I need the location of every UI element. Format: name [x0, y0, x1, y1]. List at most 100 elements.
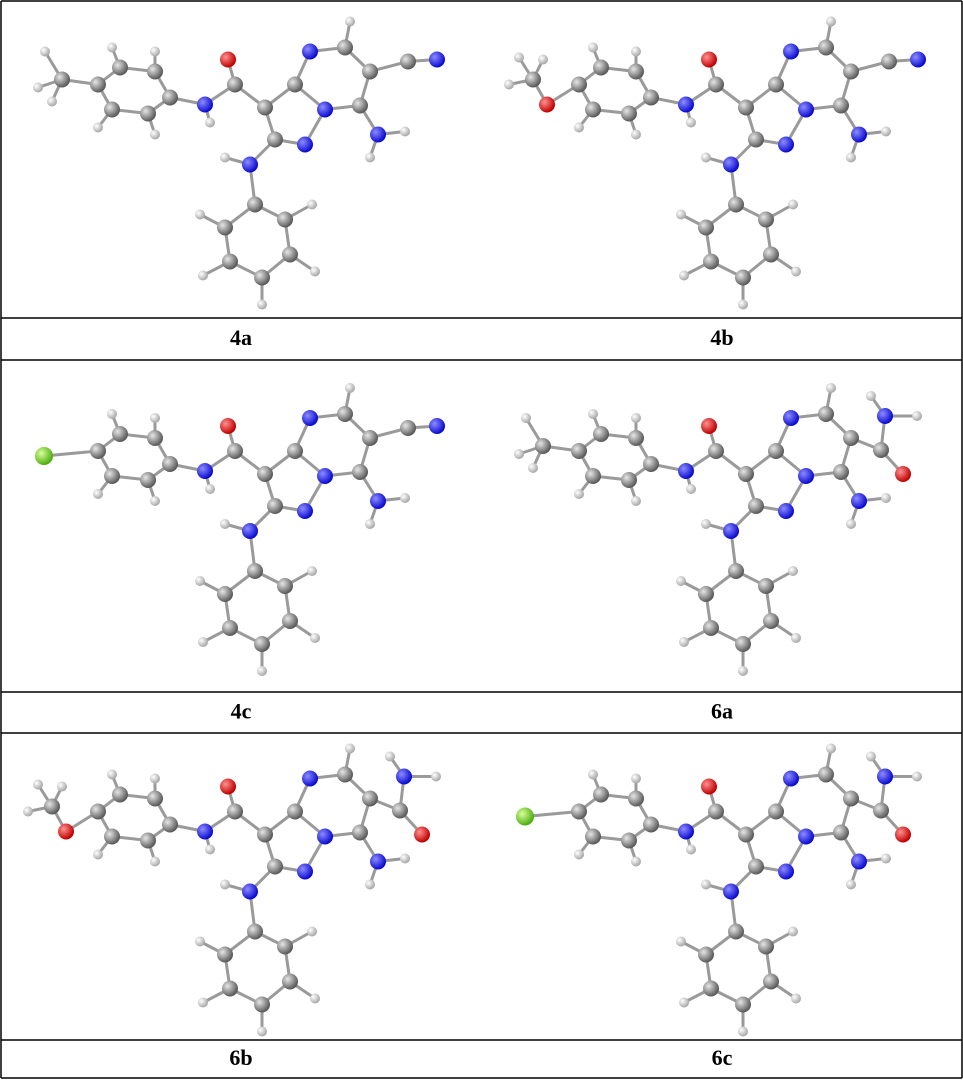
atom: [370, 853, 386, 870]
atom: [833, 824, 849, 841]
atom: [686, 484, 696, 494]
atom: [392, 802, 408, 819]
atom: [574, 489, 584, 499]
molecule: [35, 383, 445, 676]
atom: [678, 823, 694, 840]
atom: [345, 743, 355, 754]
atom: [778, 503, 794, 519]
atom: [723, 883, 739, 900]
atom: [150, 773, 160, 784]
atom: [873, 442, 889, 458]
atom: [307, 199, 317, 210]
atom: [150, 46, 160, 57]
atom: [147, 430, 163, 446]
atom: [429, 51, 445, 68]
atom: [877, 408, 893, 424]
atom: [895, 826, 911, 843]
atom: [150, 496, 160, 506]
atom: [307, 926, 317, 937]
atom: [195, 936, 205, 947]
atom: [33, 82, 43, 93]
atom: [277, 211, 293, 228]
atom: [93, 122, 103, 133]
atom: [881, 53, 897, 70]
atom: [267, 858, 283, 875]
atom: [222, 620, 238, 636]
atom: [54, 71, 70, 88]
atom: [277, 578, 293, 594]
atom: [843, 63, 859, 80]
atom: [877, 768, 893, 785]
atom: [910, 51, 926, 68]
atom: [400, 53, 416, 70]
atom: [310, 633, 320, 643]
atom: [763, 246, 779, 263]
atom: [588, 409, 598, 419]
atom: [768, 76, 784, 93]
atom: [679, 637, 689, 647]
atom: [370, 126, 386, 143]
atom: [217, 946, 233, 963]
atom: [147, 790, 163, 807]
atom: [571, 803, 587, 820]
atom: [317, 468, 333, 484]
atom: [678, 96, 694, 113]
atom: [396, 768, 412, 785]
atom: [686, 117, 696, 128]
atom: [846, 152, 856, 163]
atom: [826, 16, 836, 27]
atom: [205, 844, 215, 855]
atom: [818, 39, 834, 56]
atom: [242, 883, 258, 900]
atom: [147, 63, 163, 80]
atom: [267, 498, 283, 514]
atom: [728, 563, 744, 579]
atom: [150, 129, 160, 140]
atom: [873, 802, 889, 819]
atom: [621, 832, 637, 849]
atom: [628, 63, 644, 80]
atom: [198, 270, 208, 281]
atom: [220, 519, 230, 529]
atom: [247, 563, 263, 579]
atom: [90, 443, 106, 459]
atom: [621, 105, 637, 122]
atom: [818, 406, 834, 422]
atom: [676, 576, 686, 586]
atom: [788, 566, 798, 576]
atom: [818, 766, 834, 783]
atom: [588, 769, 598, 780]
atom: [846, 879, 856, 890]
atom: [337, 406, 353, 422]
panel-label: 4c: [231, 699, 252, 724]
atom: [362, 63, 378, 80]
atom: [23, 806, 33, 817]
atom: [826, 743, 836, 754]
molecule: [504, 16, 926, 310]
atom: [768, 803, 784, 820]
atom: [593, 426, 609, 442]
atom: [851, 853, 867, 870]
atom: [571, 76, 587, 93]
atom: [162, 456, 178, 472]
atom: [738, 1026, 748, 1037]
atom: [678, 463, 694, 479]
atom: [150, 413, 160, 423]
molecules: [23, 16, 926, 1037]
atom: [631, 773, 641, 784]
atom: [302, 770, 318, 787]
panel-labels: 4a 4b 4c 6a 6b 6c: [229, 325, 733, 1070]
atom: [631, 413, 641, 423]
atom: [162, 816, 178, 833]
atom: [90, 76, 106, 93]
atom: [866, 391, 876, 401]
atom: [791, 993, 801, 1004]
atom: [758, 211, 774, 228]
atom: [778, 863, 794, 880]
atom: [798, 468, 814, 484]
atom: [528, 463, 538, 473]
atom: [257, 99, 273, 116]
atom: [198, 997, 208, 1008]
atom: [912, 411, 922, 421]
atom: [723, 523, 739, 539]
